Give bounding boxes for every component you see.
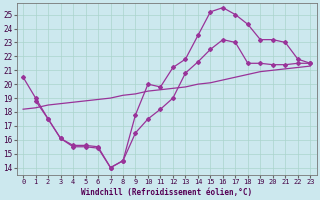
X-axis label: Windchill (Refroidissement éolien,°C): Windchill (Refroidissement éolien,°C) <box>81 188 252 197</box>
